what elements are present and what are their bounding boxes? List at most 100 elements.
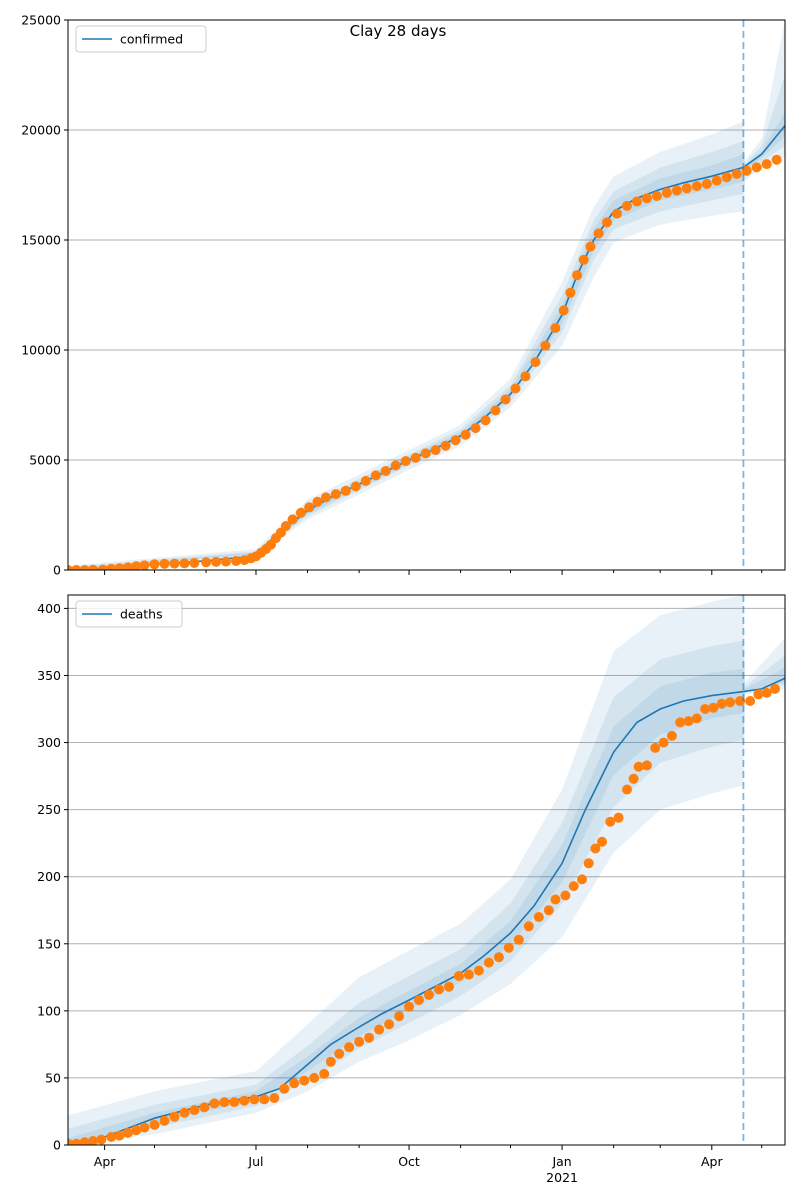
legend: deaths bbox=[75, 600, 183, 628]
observed-point bbox=[221, 556, 231, 567]
observed-point bbox=[330, 489, 341, 500]
observed-point bbox=[231, 556, 241, 566]
observed-point bbox=[350, 481, 361, 492]
observed-point bbox=[631, 196, 642, 207]
observed-point bbox=[578, 254, 589, 265]
y-tick-label: 200 bbox=[37, 869, 61, 884]
observed-point bbox=[122, 562, 133, 570]
observed-point bbox=[453, 971, 464, 981]
observed-point bbox=[761, 159, 772, 170]
observed-point bbox=[209, 1098, 220, 1109]
observed-point bbox=[280, 521, 291, 531]
observed-point bbox=[374, 1024, 385, 1035]
x-tick-label: Apr bbox=[94, 1154, 116, 1169]
observed-point bbox=[201, 557, 212, 568]
observed-point bbox=[131, 1125, 142, 1136]
observed-point bbox=[394, 1011, 405, 1022]
observed-point bbox=[622, 200, 632, 211]
panel-deaths: 0 50 100 150 200 250 300 350 400 Apr Jul Oct Jan Apr 2… bbox=[37, 594, 786, 1185]
x-tick-label: Oct bbox=[398, 1154, 420, 1169]
y-tick-label: 0 bbox=[53, 563, 61, 578]
observed-point bbox=[249, 1094, 260, 1105]
observed-point bbox=[320, 492, 331, 503]
observed-point bbox=[404, 1001, 414, 1012]
observed-point bbox=[633, 761, 644, 772]
observed-point bbox=[334, 1048, 345, 1059]
observed-point bbox=[605, 816, 616, 827]
observed-point bbox=[641, 193, 652, 204]
observed-point bbox=[761, 687, 772, 698]
observed-point bbox=[211, 556, 222, 567]
observed-point bbox=[430, 445, 441, 456]
observed-point bbox=[179, 558, 190, 569]
observed-point bbox=[463, 969, 474, 980]
uncertainty-band bbox=[68, 667, 785, 1145]
model-line bbox=[68, 677, 785, 1145]
observed-point bbox=[71, 1138, 82, 1145]
observed-point bbox=[661, 187, 672, 198]
observed-point bbox=[745, 696, 756, 706]
observed-point bbox=[470, 423, 481, 434]
observed-point bbox=[590, 843, 601, 854]
observed-point bbox=[510, 383, 521, 394]
observed-point bbox=[79, 565, 90, 570]
observed-point bbox=[139, 560, 150, 570]
observed-point bbox=[179, 1107, 190, 1118]
observed-point bbox=[400, 456, 411, 467]
observed-point bbox=[440, 440, 451, 451]
observed-point bbox=[364, 1032, 375, 1043]
observed-point bbox=[520, 371, 531, 382]
observed-point bbox=[189, 1105, 200, 1116]
observed-point bbox=[414, 995, 424, 1006]
observed-point bbox=[259, 1094, 270, 1105]
chart-panels: 0 5000 10000 15000 20000 25000 confirmed 0 50 100… bbox=[21, 13, 786, 1185]
observed-point bbox=[97, 564, 108, 570]
observed-point bbox=[460, 429, 471, 440]
uncertainty-band bbox=[68, 112, 785, 570]
observed-point bbox=[139, 1122, 150, 1133]
observed-point bbox=[731, 169, 742, 179]
observed-point bbox=[299, 1075, 310, 1086]
observed-point bbox=[583, 858, 594, 869]
observed-point bbox=[651, 191, 662, 201]
y-tick-label: 300 bbox=[37, 735, 61, 750]
y-tick-label: 0 bbox=[53, 1138, 61, 1153]
observed-point bbox=[434, 984, 444, 995]
observed-point bbox=[384, 1019, 395, 1030]
y-tick-label: 10000 bbox=[21, 343, 61, 358]
observed-point bbox=[88, 1136, 98, 1145]
observed-point bbox=[691, 713, 702, 724]
panel-confirmed: 0 5000 10000 15000 20000 25000 confirmed bbox=[21, 13, 786, 578]
observed-point bbox=[490, 405, 501, 416]
observed-point bbox=[424, 989, 434, 1000]
observed-point bbox=[159, 558, 170, 569]
plot-area bbox=[68, 595, 785, 1145]
observed-point bbox=[169, 1111, 180, 1122]
observed-point bbox=[540, 340, 551, 351]
legend: confirmed bbox=[75, 25, 207, 53]
observed-point bbox=[513, 934, 524, 945]
observed-point bbox=[325, 1056, 336, 1067]
y-tick-label: 5000 bbox=[29, 453, 61, 468]
observed-point bbox=[711, 175, 722, 186]
observed-point bbox=[500, 394, 511, 405]
observed-point bbox=[370, 470, 381, 481]
observed-point bbox=[420, 448, 431, 459]
observed-point bbox=[444, 981, 454, 992]
observed-point bbox=[691, 181, 702, 192]
observed-point bbox=[312, 496, 323, 507]
observed-point bbox=[493, 952, 504, 963]
observed-point bbox=[503, 942, 514, 953]
observed-point bbox=[751, 162, 762, 173]
observed-point bbox=[716, 698, 727, 709]
uncertainty-band bbox=[68, 595, 785, 1145]
observed-point bbox=[114, 1130, 125, 1141]
observed-point bbox=[106, 1132, 117, 1142]
y-tick-label: 400 bbox=[37, 601, 61, 616]
y-tick-label: 50 bbox=[45, 1070, 61, 1085]
observed-point bbox=[79, 1137, 90, 1145]
observed-point bbox=[114, 563, 125, 570]
y-tick-label: 250 bbox=[37, 802, 61, 817]
legend-box bbox=[75, 600, 183, 628]
